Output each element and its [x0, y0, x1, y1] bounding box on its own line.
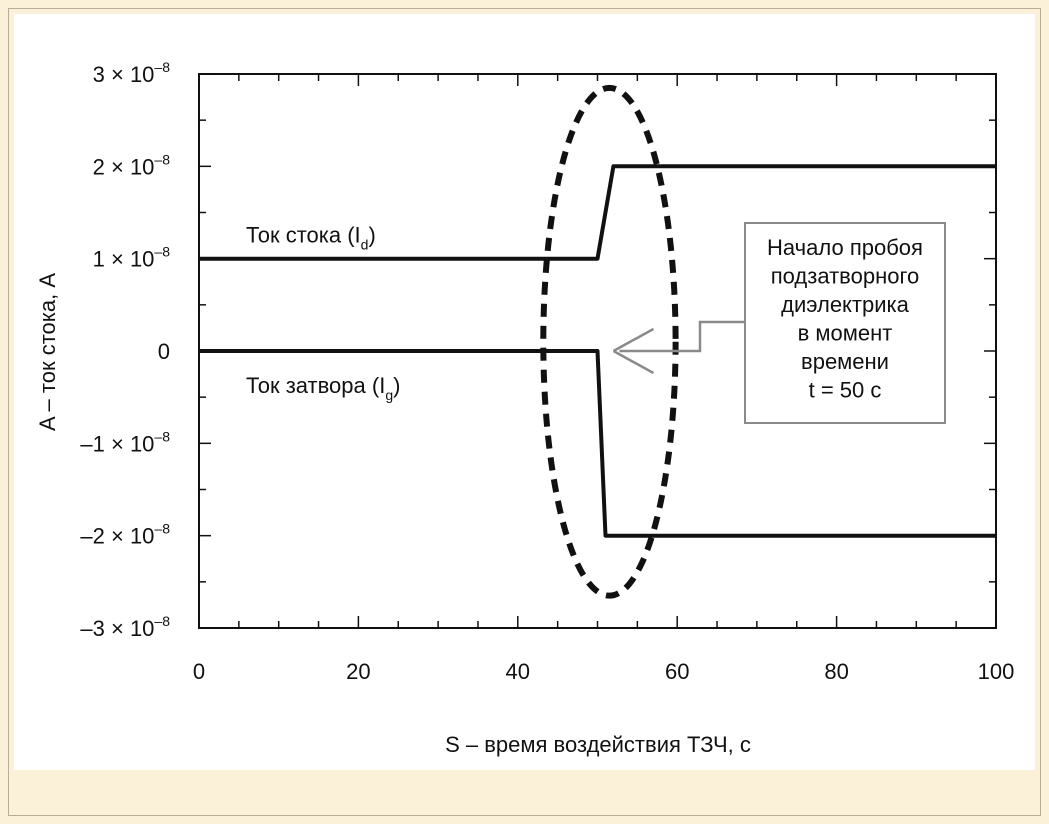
x-tick-label: 80 — [824, 659, 848, 684]
y-tick-label: 2 × 10–8 — [93, 151, 171, 179]
annotation-arrow — [612, 320, 745, 375]
series-label-name: Ток стока (I — [246, 223, 361, 248]
series-line-1 — [199, 164, 996, 261]
y-tick-label: –1 × 10–8 — [80, 428, 170, 456]
y-tick-coef: –3 × 10 — [80, 616, 154, 641]
x-tick-label: 40 — [506, 659, 530, 684]
annotation-line: Начало пробоя — [767, 235, 923, 260]
y-tick-label: 1 × 10–8 — [93, 244, 171, 272]
series-label-name: Ток затвора (I — [246, 373, 385, 398]
y-tick-coef: 2 × 10 — [93, 154, 155, 179]
tick-marks — [198, 73, 997, 629]
series-label-2: Ток затвора (Ig) — [246, 373, 400, 403]
annotation: Начало пробоя подзатворного диэлектрика в м… — [540, 84, 946, 599]
y-tick-exponent: –8 — [154, 613, 170, 629]
series-label-suffix: ) — [368, 223, 375, 248]
series-label-suffix: ) — [393, 373, 400, 398]
y-tick-label: –3 × 10–8 — [80, 613, 170, 641]
annotation-line: подзатворного — [771, 264, 920, 289]
y-tick-exponent: –8 — [154, 244, 170, 260]
y-tick-coef: –1 × 10 — [80, 431, 154, 456]
y-tick-label: –2 × 10–8 — [80, 521, 170, 549]
annotation-line: времени — [801, 349, 889, 374]
y-tick-coef: 1 × 10 — [93, 247, 155, 272]
y-tick-exponent: –8 — [154, 151, 170, 167]
x-tick-label: 0 — [193, 659, 205, 684]
x-axis-title: S – время воздействия ТЗЧ, с — [445, 732, 751, 757]
series-label-1: Ток стока (Id) — [246, 223, 376, 253]
x-tick-label: 20 — [346, 659, 370, 684]
annotation-box — [744, 222, 946, 424]
series-line-2 — [199, 349, 996, 538]
y-tick-label: 3 × 10–8 — [93, 59, 171, 87]
series-label-subscript: d — [361, 237, 369, 253]
y-tick-coef: –2 × 10 — [80, 524, 154, 549]
x-tick-label: 60 — [665, 659, 689, 684]
series-label-subscript: g — [385, 387, 393, 403]
annotation-line: в момент — [798, 321, 893, 346]
y-tick-exponent: –8 — [154, 59, 170, 75]
y-tick-exponent: –8 — [154, 521, 170, 537]
series-lines: Ток стока (Id)Ток затвора (Ig) — [199, 164, 996, 538]
annotation-line: t = 50 c — [809, 378, 882, 403]
y-tick-exponent: –8 — [154, 428, 170, 444]
annotation-line: диэлектрика — [781, 292, 910, 317]
x-tick-label: 100 — [978, 659, 1015, 684]
y-tick-label: 0 — [158, 339, 170, 364]
y-axis-title: A – ток стока, A — [35, 273, 60, 431]
breakdown-ellipse — [540, 84, 679, 599]
y-tick-coef: 3 × 10 — [93, 62, 155, 87]
